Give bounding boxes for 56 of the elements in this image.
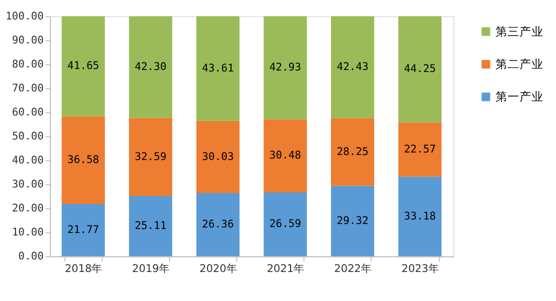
bar — [128, 118, 172, 196]
bar — [398, 122, 442, 177]
x-tick-label: 2023年 — [401, 263, 440, 276]
y-tick-label: 30.00 — [12, 178, 44, 191]
y-tick-label: 10.00 — [12, 226, 44, 239]
bar — [62, 16, 105, 116]
bar — [330, 118, 374, 186]
y-tick-label: 70.00 — [12, 82, 44, 95]
bar — [128, 196, 172, 256]
bar — [62, 116, 105, 204]
x-tick-label: 2021年 — [266, 263, 305, 276]
y-tick-label: 40.00 — [12, 154, 44, 167]
y-tick-label: 0.00 — [18, 250, 44, 263]
data-label: 28.25 — [336, 146, 368, 158]
y-tick-label: 50.00 — [12, 130, 44, 143]
bar — [330, 16, 374, 118]
data-label: 30.03 — [202, 150, 234, 163]
bar — [398, 16, 442, 122]
bar — [128, 16, 172, 118]
data-label: 33.18 — [404, 210, 436, 222]
y-tick-label: 20.00 — [12, 202, 44, 215]
data-label: 42.93 — [269, 62, 302, 74]
data-label: 43.61 — [202, 62, 234, 74]
bar — [196, 120, 240, 193]
legend-label: 第二产业 — [496, 57, 544, 72]
bar — [196, 16, 240, 121]
y-tick-label: 60.00 — [12, 106, 44, 119]
bar — [264, 16, 307, 120]
x-tick-label: 2019年 — [132, 263, 170, 276]
bar — [398, 176, 442, 256]
data-label: 29.32 — [336, 214, 368, 227]
data-label: 30.48 — [269, 150, 302, 162]
bar — [264, 119, 307, 192]
data-label: 32.59 — [134, 150, 166, 163]
data-label: 26.59 — [269, 218, 302, 230]
data-label: 22.57 — [404, 143, 436, 156]
bar — [196, 192, 240, 256]
y-tick-label: 80.00 — [12, 58, 44, 71]
bar — [330, 186, 374, 256]
data-label: 41.65 — [67, 60, 100, 72]
legend-label: 第一产业 — [496, 90, 544, 104]
y-tick-label: 100.00 — [6, 10, 44, 23]
data-label: 26.36 — [202, 218, 234, 231]
x-tick-label: 2022年 — [334, 263, 372, 276]
bar — [264, 192, 307, 256]
legend-label: 第三产业 — [496, 24, 544, 38]
data-label: 42.30 — [134, 60, 166, 73]
data-label: 21.77 — [67, 224, 100, 236]
x-tick-label: 2020年 — [199, 263, 238, 276]
x-tick-label: 2018年 — [64, 263, 103, 276]
data-label: 42.43 — [336, 61, 368, 74]
y-tick-label: 90.00 — [12, 34, 44, 47]
data-label: 44.25 — [404, 63, 436, 76]
bar — [62, 204, 105, 256]
data-label: 36.58 — [67, 154, 100, 166]
data-label: 25.11 — [134, 220, 166, 232]
